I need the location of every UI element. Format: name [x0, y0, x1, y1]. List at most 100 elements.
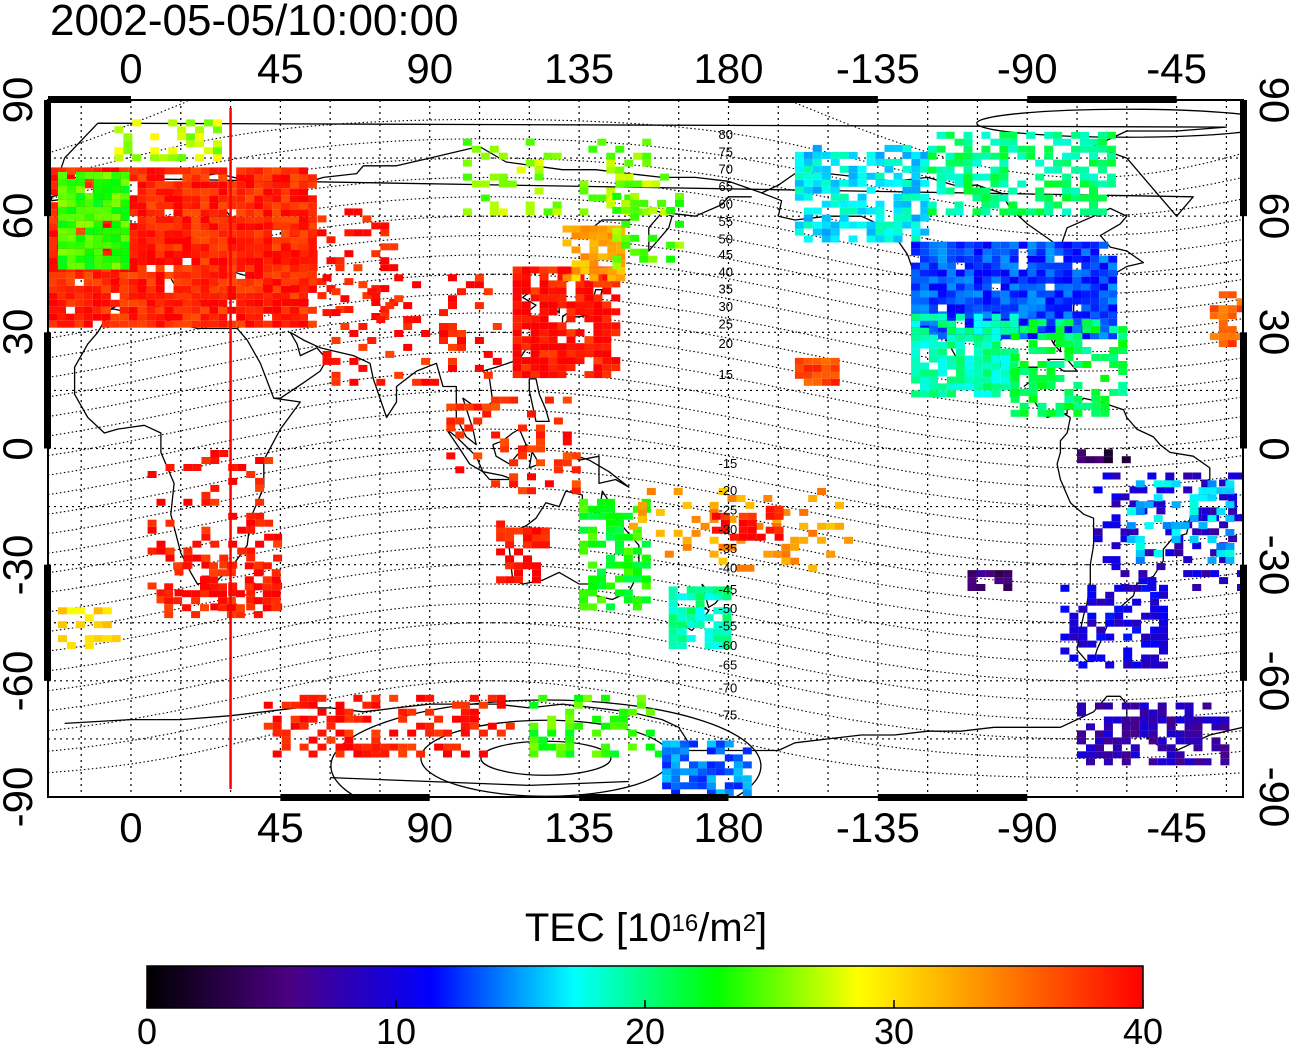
- tec-cell: [246, 519, 256, 527]
- tec-cell: [93, 607, 103, 615]
- tec-cell: [624, 159, 634, 167]
- tec-cell: [1156, 486, 1166, 494]
- tec-cell: [1097, 138, 1107, 146]
- tec-cell: [821, 357, 831, 365]
- tec-cell: [173, 230, 183, 238]
- tec-cell: [1018, 297, 1028, 305]
- tec-cell: [954, 152, 964, 160]
- tec-cell: [911, 262, 921, 270]
- tec-cell: [213, 119, 222, 127]
- tec-cell: [75, 199, 85, 207]
- frame-ticks: [44, 96, 1247, 801]
- tec-cell: [963, 152, 973, 160]
- tec-cell: [598, 253, 608, 261]
- tec-cell: [164, 313, 174, 321]
- tec-cell: [1071, 131, 1081, 139]
- tec-cell: [1193, 723, 1203, 731]
- tec-cell: [407, 729, 417, 737]
- tec-cell: [1228, 535, 1238, 543]
- mag-contour: [48, 100, 1243, 178]
- tec-cell: [920, 313, 929, 321]
- tec-cell: [1211, 737, 1221, 745]
- tec-cell: [1220, 744, 1230, 752]
- tec-cell: [457, 330, 466, 337]
- tec-cell: [335, 264, 345, 272]
- tec-cell: [763, 495, 773, 502]
- tec-cell: [571, 232, 581, 240]
- tec-cell: [911, 165, 921, 173]
- tec-cell: [1090, 255, 1100, 263]
- tec-cell: [1054, 311, 1064, 319]
- tec-cell: [165, 547, 175, 555]
- tec-cell: [155, 174, 165, 182]
- colorbar-tick-label: 30: [873, 1011, 915, 1052]
- tec-cell: [794, 193, 804, 201]
- tec-cell: [273, 554, 283, 562]
- tec-cell: [803, 172, 813, 180]
- tec-cell: [254, 216, 264, 224]
- tec-cell: [722, 614, 732, 622]
- tec-cell: [111, 248, 121, 256]
- tec-cell: [344, 208, 354, 216]
- tec-cell: [1078, 626, 1088, 634]
- tec-cell: [521, 273, 531, 281]
- tec-cell: [1220, 758, 1230, 766]
- tec-cell: [209, 251, 219, 258]
- tec-cell: [290, 202, 299, 210]
- tec-cell: [236, 181, 246, 189]
- tec-cell: [911, 313, 921, 321]
- tec-cell: [1086, 723, 1095, 731]
- tec-cell: [307, 195, 317, 203]
- tec-cell: [48, 258, 57, 265]
- tec-cell: [1027, 269, 1037, 277]
- tec-cell: [893, 144, 903, 152]
- tec-cell: [651, 180, 661, 188]
- tec-cell: [637, 501, 647, 509]
- tec-cell: [290, 250, 300, 258]
- tec-cell: [1165, 528, 1175, 536]
- tec-cell: [911, 283, 921, 291]
- tec-cell: [93, 186, 103, 193]
- tec-cell: [57, 306, 66, 314]
- tec-cell: [474, 364, 484, 372]
- tec-cell: [1046, 333, 1056, 341]
- tec-cell: [982, 297, 992, 305]
- tec-cell: [137, 216, 147, 224]
- tec-cell: [1106, 131, 1116, 139]
- tec-cell: [964, 362, 974, 370]
- tec-cell: [973, 248, 983, 256]
- tec-cell: [1130, 723, 1140, 731]
- tec-cell: [803, 378, 813, 386]
- tec-cell: [380, 229, 390, 237]
- tec-cell: [1089, 208, 1098, 216]
- tec-cell: [1147, 577, 1157, 585]
- tec-cell: [272, 313, 282, 321]
- tec-cell: [84, 262, 94, 270]
- tec-cell: [945, 173, 955, 181]
- tec-cell: [611, 357, 621, 365]
- tec-cell: [911, 151, 921, 159]
- tec-cell: [1184, 758, 1194, 766]
- tec-cell: [281, 736, 291, 744]
- tec-cell: [1000, 327, 1010, 335]
- tec-cell: [621, 199, 631, 207]
- tec-cell: [1216, 487, 1226, 495]
- tec-cell: [1044, 131, 1054, 139]
- tec-cell: [213, 140, 222, 148]
- tec-cell: [191, 292, 201, 300]
- tec-cell: [489, 201, 499, 209]
- tec-cell: [469, 715, 479, 723]
- tec-cell: [1037, 361, 1047, 368]
- tec-cell: [512, 301, 522, 309]
- tec-cell: [512, 294, 522, 302]
- tec-cell: [964, 269, 974, 277]
- tec-cell: [128, 285, 138, 293]
- tec-cell: [299, 743, 309, 751]
- tec-cell: [963, 166, 973, 174]
- tec-cell: [618, 722, 628, 730]
- tec-cell: [1138, 486, 1148, 494]
- tec-cell: [610, 715, 619, 723]
- tec-cell: [1062, 187, 1072, 195]
- tec-cell: [911, 320, 921, 328]
- tec-cell: [812, 378, 822, 386]
